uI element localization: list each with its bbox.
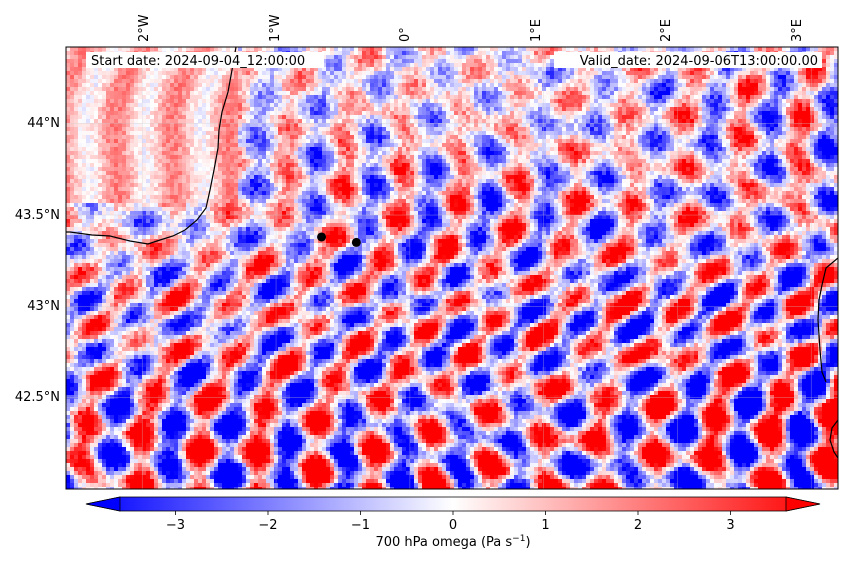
map-frame <box>65 46 839 490</box>
lon-tick-label: 1°E <box>529 19 544 42</box>
valid-date-label: Valid_date: 2024-09-06T13:00:00.00 <box>580 54 818 69</box>
map-panel <box>65 46 839 490</box>
lon-tick-label: 2°W <box>137 14 152 42</box>
lat-tick-label: 44°N <box>27 116 60 131</box>
latitude-axis: 44°N 43.5°N 43°N 42.5°N <box>15 116 60 405</box>
coastline-mediterranean-south <box>829 419 838 459</box>
coastline-mediterranean-north <box>817 257 838 383</box>
longitude-axis: 2°W 1°W 0° 1°E 2°E 3°E <box>137 14 805 42</box>
colorbar-tick-label: 0 <box>449 518 457 533</box>
lon-tick-label: 1°W <box>268 14 283 42</box>
colorbar-label-close: ) <box>525 535 530 550</box>
lat-tick-label: 42.5°N <box>15 390 60 405</box>
colorbar-tick-label: 1 <box>541 518 549 533</box>
start-date-label: Start date: 2024-09-04_12:00:00 <box>91 54 305 69</box>
gridlines <box>66 47 838 489</box>
colorbar-label-main: 700 hPa omega (Pa s <box>375 535 512 550</box>
lat-tick-label: 43.5°N <box>15 208 60 223</box>
coastline-bay-of-biscay <box>66 47 237 245</box>
start-date-box <box>86 52 324 68</box>
colorbar-label: 700 hPa omega (Pa s−1) <box>375 534 530 550</box>
lon-tick-label: 2°E <box>659 19 674 42</box>
colorbar-body <box>85 496 821 512</box>
omega-field <box>66 47 838 489</box>
colorbar-tick-label: 2 <box>634 518 642 533</box>
lon-tick-label: 3°E <box>790 19 805 42</box>
colorbar-extend-min <box>85 496 121 512</box>
lat-tick-label: 43°N <box>27 299 60 314</box>
colorbar-ticks: −3 −2 −1 0 1 2 3 <box>166 511 735 533</box>
station-markers <box>317 232 361 247</box>
colorbar: −3 −2 −1 0 1 2 3 700 hPa omega (Pa s−1) <box>85 496 821 550</box>
coastline-borders <box>66 47 838 459</box>
colorbar-tick-label: −2 <box>258 518 277 533</box>
colorbar-tick-label: −3 <box>166 518 185 533</box>
colorbar-label-exponent: −1 <box>512 534 525 544</box>
station-marker-point-a <box>317 232 327 242</box>
valid-date-box <box>554 52 822 68</box>
colorbar-tick-label: 3 <box>726 518 734 533</box>
colorbar-extend-max <box>785 496 821 512</box>
lon-tick-label: 0° <box>398 27 413 42</box>
colorbar-tick-label: −1 <box>351 518 370 533</box>
station-marker-point-b <box>351 237 361 247</box>
